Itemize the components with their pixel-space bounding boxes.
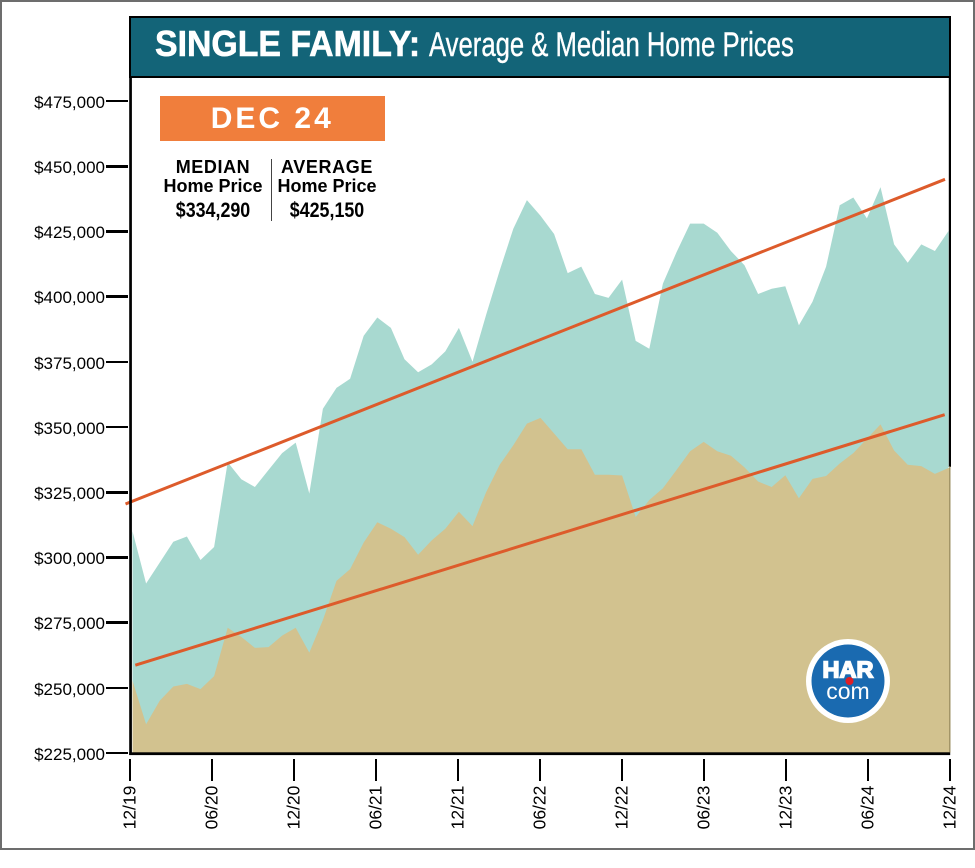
- svg-text:com: com: [826, 678, 869, 704]
